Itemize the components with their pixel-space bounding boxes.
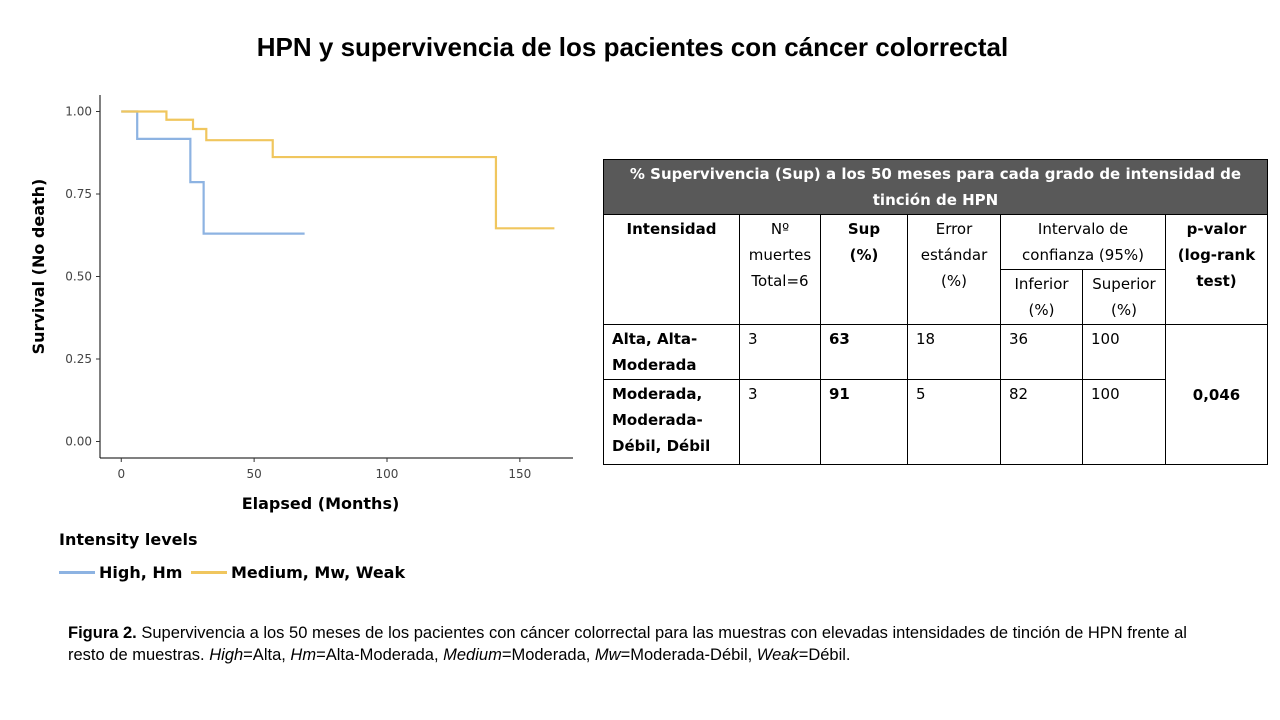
legend-swatch-medium xyxy=(191,571,227,574)
y-tick-label: 1.00 xyxy=(65,105,92,119)
x-axis-label: Elapsed (Months) xyxy=(242,494,400,513)
legend-title: Intensity levels xyxy=(59,530,198,549)
x-tick-label: 100 xyxy=(376,467,399,481)
cell-error: 5 xyxy=(907,379,1001,465)
cell-p-valor: 0,046 xyxy=(1165,324,1268,465)
y-axis-label: Survival (No death) xyxy=(29,179,48,355)
cell-inferior: 82 xyxy=(1000,379,1083,465)
col-pvalor: p-valor (log-rank test) xyxy=(1165,214,1268,325)
col-superior: Superior (%) xyxy=(1082,269,1166,325)
col-intervalo: Intervalo de confianza (95%) xyxy=(1000,214,1166,270)
cell-superior: 100 xyxy=(1082,379,1166,465)
y-tick-label: 0.75 xyxy=(65,187,92,201)
cell-intensidad: Moderada, Moderada- Débil, Débil xyxy=(603,379,740,465)
cell-muertes: 3 xyxy=(739,379,821,465)
col-intensidad: Intensidad xyxy=(603,214,740,325)
col-sup: Sup (%) xyxy=(820,214,908,325)
legend-label-medium: Medium, Mw, Weak xyxy=(231,563,406,582)
series-line-high xyxy=(121,110,305,235)
y-tick-label: 0.50 xyxy=(65,270,92,284)
table-row: Moderada, Moderada- Débil, Débil 3 91 5 82… xyxy=(603,379,1268,465)
legend-swatch-high xyxy=(59,571,95,574)
y-tick-label: 0.25 xyxy=(65,352,92,366)
y-tick-label: 0.00 xyxy=(65,435,92,449)
col-error: Error estándar (%) xyxy=(907,214,1001,325)
cell-inferior: 36 xyxy=(1000,324,1083,380)
cell-sup: 63 xyxy=(820,324,908,380)
x-tick-label: 150 xyxy=(508,467,531,481)
legend-item-high: High, Hm xyxy=(59,563,182,582)
cell-intensidad: Alta, Alta- Moderada xyxy=(603,324,740,380)
cell-error: 18 xyxy=(907,324,1001,380)
figure-caption: Figura 2. Supervivencia a los 50 meses d… xyxy=(68,624,1187,664)
page-title: HPN y supervivencia de los pacientes con… xyxy=(256,32,1009,62)
cell-sup: 91 xyxy=(820,379,908,465)
legend-item-medium: Medium, Mw, Weak xyxy=(191,563,405,582)
cell-muertes: 3 xyxy=(739,324,821,380)
x-tick-label: 50 xyxy=(246,467,261,481)
table-header: % Supervivencia (Sup) a los 50 meses par… xyxy=(603,159,1268,215)
col-muertes: Nº muertes Total=6 xyxy=(739,214,821,325)
x-tick-label: 0 xyxy=(117,467,125,481)
survival-chart: 0.00 0.25 0.50 0.75 1.00 0 50 100 150 Elapsed (Mo… xyxy=(29,95,573,513)
col-inferior: Inferior (%) xyxy=(1000,269,1083,325)
legend-label-high: High, Hm xyxy=(99,563,183,582)
survival-table: % Supervivencia (Sup) a los 50 meses par… xyxy=(603,159,1268,465)
table-row: Alta, Alta- Moderada 3 63 18 36 100 0,046 xyxy=(603,324,1268,465)
cell-superior: 100 xyxy=(1082,324,1166,380)
series-line-medium xyxy=(121,110,555,230)
